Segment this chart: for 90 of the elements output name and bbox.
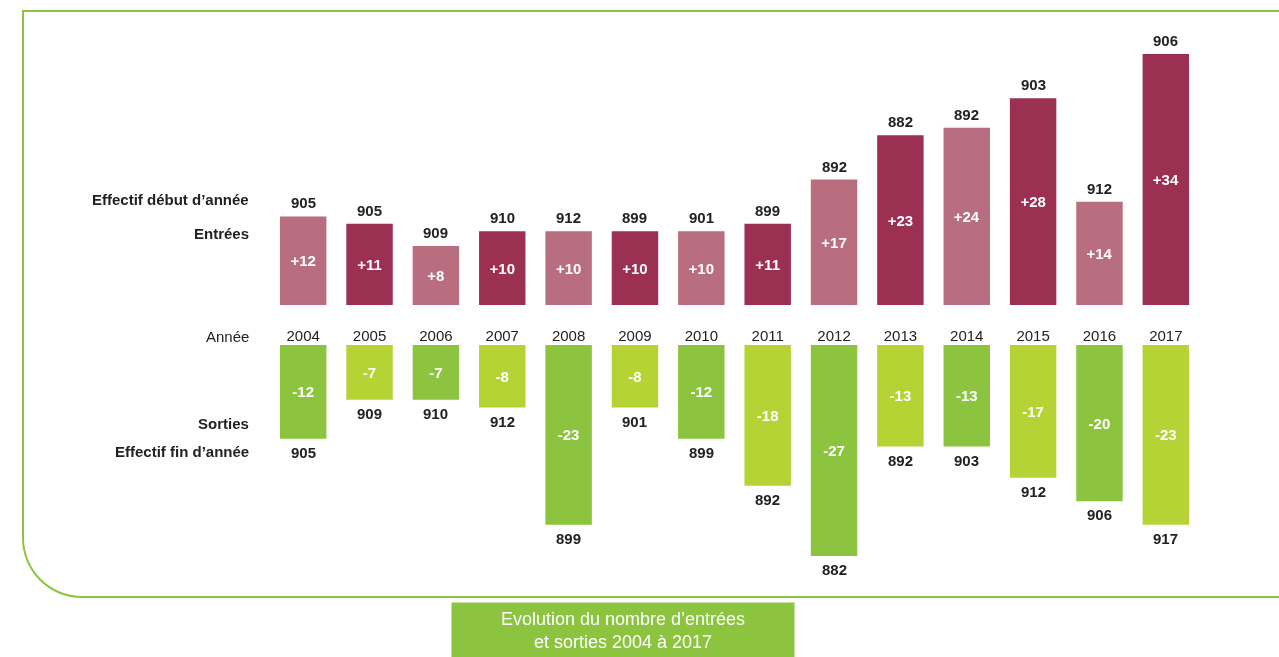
bar (1009, 98, 1057, 305)
data-label: +10 (555, 259, 582, 277)
bar (943, 127, 990, 305)
data-label: +24 (953, 207, 980, 225)
data-label: -18 (756, 406, 779, 424)
data-label: +12 (290, 252, 316, 270)
x-axis-title: Année (206, 328, 250, 345)
bar (611, 231, 659, 305)
annotation: 905 (291, 194, 317, 211)
bar (877, 135, 924, 305)
data-label: +10 (489, 259, 515, 277)
annotation: 892 (755, 491, 781, 508)
text: Effectif début d’année (92, 191, 249, 208)
data-label: +17 (821, 233, 847, 251)
annotation: 912 (1087, 180, 1113, 197)
data-label: -12 (690, 383, 713, 401)
annotation: 899 (556, 530, 582, 547)
text: Evolution du nombre d’entrées et sorties 2004 à 2017 (500, 609, 746, 653)
data-label: +10 (622, 259, 648, 277)
annotation: 917 (1153, 530, 1179, 547)
data-label: -27 (823, 442, 845, 459)
data-label: +11 (357, 255, 382, 273)
annotation: 906 (1087, 506, 1113, 523)
data-label: +11 (755, 255, 780, 273)
data-label: -13 (955, 387, 978, 405)
data-label: +23 (887, 211, 914, 229)
bar (279, 216, 327, 305)
data-label: +28 (1020, 193, 1046, 211)
x-tick-label: 2015 (1016, 327, 1050, 344)
data-label: -17 (1022, 402, 1044, 420)
bar (545, 231, 592, 305)
data-label: -20 (1088, 414, 1111, 432)
data-label: +8 (427, 266, 445, 284)
data-label: -8 (628, 367, 642, 385)
data-label: -8 (495, 367, 509, 385)
annotation: 912 (1021, 483, 1047, 500)
x-tick-label: 2009 (618, 327, 652, 344)
annotation: 912 (490, 413, 516, 430)
text: Sorties (198, 415, 249, 432)
x-tick-label: 2004 (286, 327, 320, 344)
annotation: 882 (822, 561, 848, 578)
x-tick-label: 2006 (419, 327, 453, 344)
bar (1142, 54, 1190, 305)
x-tick-label: 2011 (751, 327, 784, 344)
annotation: 906 (1153, 32, 1179, 49)
annotation: 909 (357, 405, 383, 422)
bar (744, 223, 791, 305)
bar (810, 179, 858, 305)
x-tick-label: 2010 (684, 327, 719, 344)
bar (1076, 201, 1123, 305)
annotation: 903 (1021, 76, 1047, 93)
annotation: 905 (291, 444, 317, 461)
x-tick-label: 2005 (352, 327, 387, 344)
text: Effectif fin d’année (115, 443, 250, 460)
annotation: 899 (755, 202, 781, 219)
data-label: +14 (1086, 244, 1113, 262)
data-label: -13 (889, 387, 912, 405)
x-tick-label: 2008 (551, 327, 586, 344)
annotation: 909 (423, 224, 449, 241)
x-tick-label: 2017 (1149, 327, 1183, 344)
bar (346, 223, 393, 305)
data-label: +10 (688, 259, 715, 277)
annotation: 910 (490, 209, 516, 226)
data-label: -7 (362, 363, 377, 381)
data-label: +34 (1152, 171, 1179, 188)
data-label: -7 (429, 363, 443, 381)
annotation: 901 (622, 413, 648, 430)
annotation: 899 (622, 209, 648, 226)
annotation: 912 (556, 209, 582, 226)
annotation: 903 (954, 452, 980, 469)
x-tick-label: 2013 (883, 327, 918, 344)
annotation: 892 (888, 452, 914, 469)
x-tick-label: 2012 (817, 327, 851, 344)
annotation: 892 (954, 106, 980, 123)
data-label: -12 (292, 383, 315, 401)
annotation: 899 (689, 444, 715, 461)
text: Entrées (194, 225, 250, 242)
data-label: -23 (1154, 426, 1177, 444)
annotation: 882 (888, 113, 914, 130)
bar (479, 231, 526, 305)
annotation: 901 (689, 209, 715, 226)
bar (412, 245, 460, 305)
annotation: 892 (822, 158, 848, 175)
data-label: -23 (557, 426, 580, 444)
x-tick-label: 2016 (1082, 327, 1117, 344)
annotation: 910 (423, 405, 449, 422)
bar (678, 231, 725, 305)
annotation: 905 (357, 202, 383, 219)
x-tick-label: 2014 (950, 327, 984, 344)
x-tick-label: 2007 (485, 327, 519, 344)
